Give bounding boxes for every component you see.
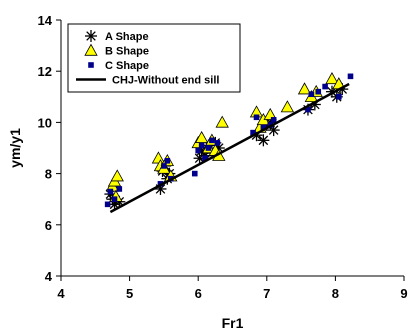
x-tick-label: 9 xyxy=(400,286,407,301)
c-shape-point xyxy=(104,201,111,208)
c-shape-point xyxy=(308,91,315,98)
c-shape-point xyxy=(250,129,256,136)
c-shape-point xyxy=(111,196,118,202)
c-shape-point xyxy=(164,158,171,164)
c-shape-point xyxy=(161,163,167,169)
x-tick-label: 8 xyxy=(332,286,339,301)
c-shape-point xyxy=(270,117,277,123)
b-shape-point xyxy=(151,151,166,164)
c-shape-point xyxy=(191,170,198,177)
c-shape-point xyxy=(347,73,354,80)
x-tick-label: 6 xyxy=(195,286,202,301)
x-tick-label: 5 xyxy=(126,286,133,301)
x-tick-label: 7 xyxy=(263,286,270,301)
c-shape-point xyxy=(214,140,221,146)
b-shape-point xyxy=(297,82,312,95)
y-axis-title: ym/y1 xyxy=(7,128,23,168)
y-axis-ticks: 4 6 8 10 12 14 xyxy=(38,13,61,284)
legend-marker-swatch xyxy=(84,43,98,56)
legend-entry-c-shape: C Shape xyxy=(88,60,149,72)
y-tick-label: 10 xyxy=(38,115,52,130)
c-shape-point xyxy=(202,155,208,162)
chj-without-end-sill-line xyxy=(109,82,350,214)
b-shape-point xyxy=(280,100,295,113)
y-tick-label: 6 xyxy=(45,218,52,233)
c-shape-point xyxy=(116,186,123,192)
b-shape-point xyxy=(110,169,124,182)
x-tick-label: 4 xyxy=(57,286,65,301)
c-shape-point xyxy=(336,94,342,100)
legend-label: B Shape xyxy=(105,46,149,58)
c-shape-point xyxy=(322,83,328,90)
x-axis-title: Fr1 xyxy=(222,315,244,331)
legend-entry-chj-without-end-sill: CHJ-Without end sill xyxy=(76,75,219,87)
legend: A Shape B Shape C Shape CHJ-Without end sil… xyxy=(67,23,241,93)
b-shape-point xyxy=(263,107,277,120)
c-shape-point xyxy=(253,114,260,121)
c-shape-point xyxy=(209,137,215,144)
data-marks xyxy=(104,72,354,214)
a-shape-point xyxy=(257,134,270,147)
legend-marker-swatch xyxy=(88,62,94,68)
y-tick-label: 8 xyxy=(45,167,52,182)
b-shape-point xyxy=(194,130,209,143)
legend-label: C Shape xyxy=(105,60,149,72)
legend-label: A Shape xyxy=(105,31,149,43)
c-shape-point xyxy=(107,188,114,195)
legend-marker-swatch xyxy=(85,30,97,42)
c-shape-point xyxy=(195,147,201,154)
legend-entry-b-shape: B Shape xyxy=(84,43,149,58)
c-shape-point xyxy=(198,142,205,149)
c-shape-point xyxy=(205,145,212,151)
c-shape-point xyxy=(315,88,322,95)
y-tick-label: 4 xyxy=(45,269,53,284)
legend-label: CHJ-Without end sill xyxy=(112,75,219,87)
y-tick-label: 14 xyxy=(38,13,53,28)
x-axis-ticks: 4 5 6 7 8 9 xyxy=(57,276,408,301)
b-shape-point xyxy=(215,115,229,128)
b-shape-point xyxy=(325,72,339,85)
y-tick-label: 12 xyxy=(38,64,52,79)
c-shape-point xyxy=(260,124,267,131)
c-shape-point xyxy=(305,106,311,113)
legend-entry-a-shape: A Shape xyxy=(85,30,149,43)
